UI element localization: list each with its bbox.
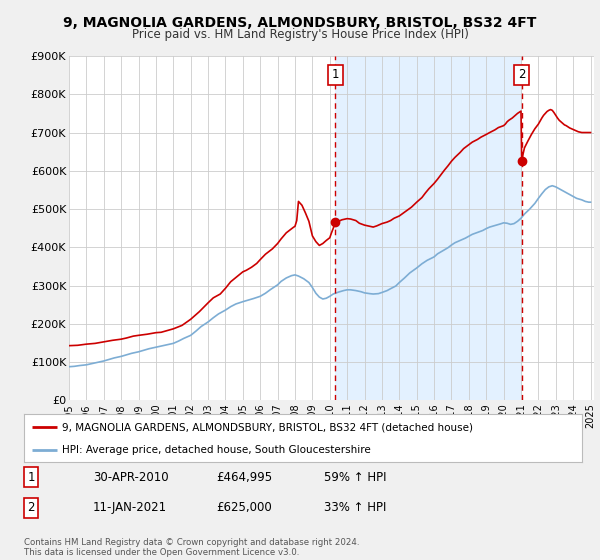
- Text: 1: 1: [28, 470, 35, 484]
- Bar: [335, 56, 521, 400]
- Text: 33% ↑ HPI: 33% ↑ HPI: [324, 501, 386, 515]
- Text: £464,995: £464,995: [216, 470, 272, 484]
- Text: 1: 1: [332, 68, 339, 81]
- Text: Price paid vs. HM Land Registry's House Price Index (HPI): Price paid vs. HM Land Registry's House …: [131, 28, 469, 41]
- Text: 9, MAGNOLIA GARDENS, ALMONDSBURY, BRISTOL, BS32 4FT: 9, MAGNOLIA GARDENS, ALMONDSBURY, BRISTO…: [64, 16, 536, 30]
- Text: 2: 2: [28, 501, 35, 515]
- Text: HPI: Average price, detached house, South Gloucestershire: HPI: Average price, detached house, Sout…: [62, 445, 371, 455]
- Text: 59% ↑ HPI: 59% ↑ HPI: [324, 470, 386, 484]
- Text: 9, MAGNOLIA GARDENS, ALMONDSBURY, BRISTOL, BS32 4FT (detached house): 9, MAGNOLIA GARDENS, ALMONDSBURY, BRISTO…: [62, 422, 473, 432]
- Text: Contains HM Land Registry data © Crown copyright and database right 2024.
This d: Contains HM Land Registry data © Crown c…: [24, 538, 359, 557]
- Text: 2: 2: [518, 68, 526, 81]
- Text: 11-JAN-2021: 11-JAN-2021: [93, 501, 167, 515]
- Text: 30-APR-2010: 30-APR-2010: [93, 470, 169, 484]
- Text: £625,000: £625,000: [216, 501, 272, 515]
